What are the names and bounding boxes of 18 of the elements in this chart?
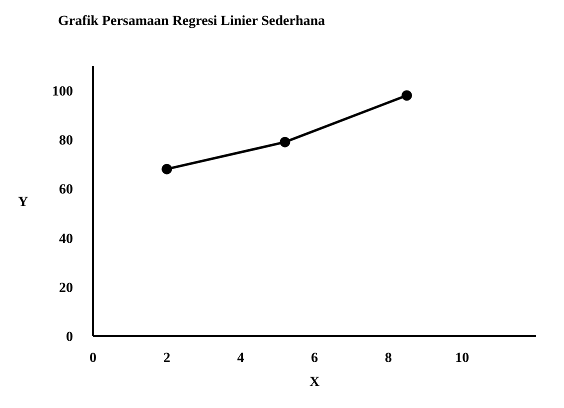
point <box>162 164 172 174</box>
y-tick-label: 60 <box>59 182 73 198</box>
x-tick-label: 0 <box>90 350 96 366</box>
x-tick-label: 10 <box>455 350 470 366</box>
y-tick-label: 100 <box>52 84 73 100</box>
point <box>280 136 290 148</box>
x-tick-label: 8 <box>384 350 392 366</box>
x-tick-label: 6 <box>311 350 318 366</box>
y-axis-title: Y <box>18 194 28 210</box>
y-tick-label: 40 <box>59 232 73 247</box>
x-axis-title: X <box>309 375 320 390</box>
x-tick-label: 4 <box>237 350 244 366</box>
y-tick-label: 80 <box>59 134 73 149</box>
y-tick-label: 20 <box>59 280 73 296</box>
y-tick-label: 0 <box>66 330 73 345</box>
point <box>402 90 412 101</box>
chart-title: Grafik Persamaan Regresi Linier Sederhana <box>57 13 326 31</box>
x-tick-label: 2 <box>163 350 170 366</box>
